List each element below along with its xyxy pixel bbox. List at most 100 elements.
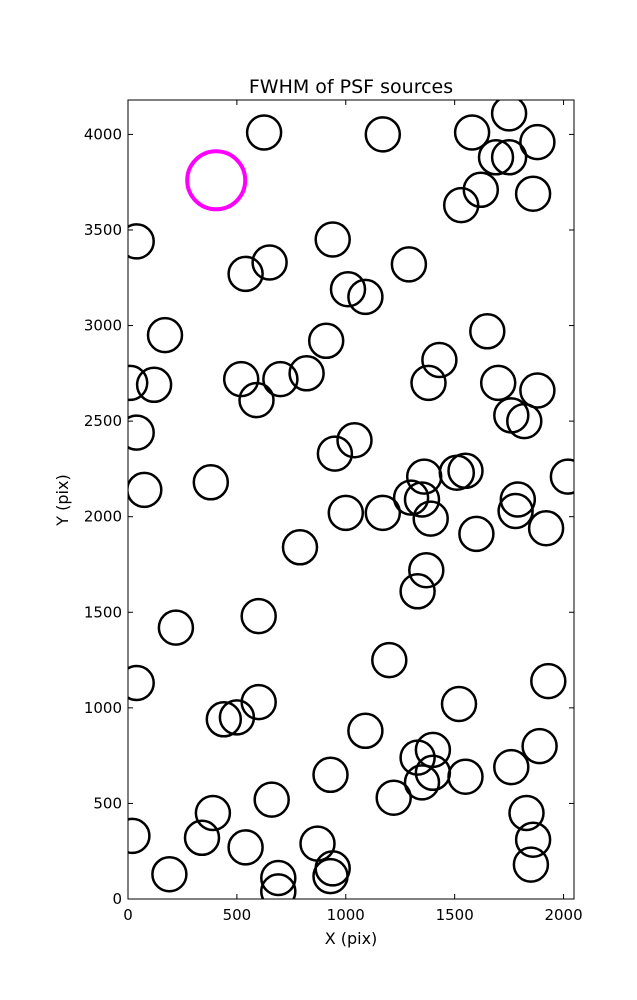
psf-source-marker	[128, 664, 155, 702]
psf-source-marker	[392, 479, 430, 516]
psf-source-marker	[514, 175, 552, 212]
psf-source-marker	[312, 756, 349, 794]
psf-source-marker	[399, 573, 436, 610]
psf-source-marker	[549, 458, 574, 495]
psf-source-marker	[281, 529, 319, 566]
x-axis-label: X (pix)	[325, 929, 378, 948]
psf-source-marker	[410, 364, 447, 402]
psf-source-marker	[440, 685, 478, 723]
y-axis-label: Y (pix)	[53, 474, 72, 526]
psf-source-marker	[238, 381, 275, 419]
y-tick-label: 1500	[84, 603, 122, 621]
psf-source-marker	[477, 139, 515, 176]
psf-source-marker	[146, 316, 184, 354]
psf-source-marker	[312, 857, 349, 895]
psf-source-marker	[347, 712, 384, 750]
x-tick-label: 1500	[436, 906, 474, 924]
psf-source-marker	[442, 186, 480, 224]
psf-source-marker	[519, 123, 556, 161]
psf-source-marker	[192, 464, 230, 501]
psf-source-marker	[316, 435, 354, 472]
psf-source-marker	[329, 270, 367, 308]
y-tick-label: 3000	[84, 317, 122, 335]
y-tick-label: 0	[112, 890, 122, 908]
psf-source-marker	[240, 597, 277, 635]
x-tick-label: 500	[223, 906, 252, 924]
psf-source-marker	[128, 223, 155, 260]
y-tick-label: 2500	[84, 412, 122, 430]
psf-source-marker	[128, 364, 149, 402]
highlight-circle-marker	[185, 149, 248, 212]
plot-frame	[127, 99, 575, 900]
psf-source-marker	[227, 829, 264, 866]
psf-source-marker	[408, 551, 445, 589]
psf-source-marker	[490, 139, 528, 176]
psf-source-marker	[253, 781, 290, 818]
psf-source-marker	[364, 494, 402, 532]
psf-source-marker	[469, 313, 506, 350]
psf-source-marker	[390, 246, 428, 283]
psf-source-marker	[530, 662, 567, 700]
psf-source-marker	[371, 641, 408, 679]
psf-source-marker	[194, 794, 232, 832]
psf-source-marker	[151, 855, 188, 893]
psf-source-marker	[375, 779, 412, 816]
psf-source-marker	[183, 819, 221, 857]
x-tick-label: 1000	[327, 906, 365, 924]
psf-source-marker	[512, 846, 550, 883]
psf-source-marker	[497, 492, 534, 530]
psf-source-marker	[399, 739, 436, 776]
psf-source-marker	[314, 221, 351, 258]
psf-source-marker	[403, 481, 441, 518]
psf-source-marker	[251, 244, 288, 281]
psf-source-marker	[453, 114, 491, 151]
psf-source-marker	[227, 255, 264, 293]
y-tick-label: 4000	[84, 125, 122, 143]
psf-source-marker	[262, 360, 299, 398]
psf-source-marker	[218, 699, 256, 736]
psf-source-marker	[336, 421, 373, 459]
psf-source-marker	[245, 114, 283, 151]
psf-source-marker	[260, 859, 297, 897]
psf-source-marker	[462, 171, 500, 209]
psf-source-marker	[403, 764, 441, 801]
psf-source-marker	[205, 701, 243, 738]
psf-source-marker	[527, 509, 565, 547]
markers-layer	[128, 100, 574, 899]
psf-source-marker	[307, 322, 345, 360]
x-tick-label: 0	[123, 906, 133, 924]
psf-source-marker	[479, 364, 517, 402]
psf-source-marker	[128, 471, 163, 509]
psf-source-marker	[499, 481, 537, 518]
psf-source-marker	[135, 366, 173, 404]
psf-source-marker	[514, 821, 552, 858]
y-tick-label: 1000	[84, 699, 122, 717]
psf-source-marker	[364, 116, 402, 153]
x-tick-label: 2000	[544, 906, 582, 924]
psf-source-marker	[493, 748, 530, 786]
psf-source-marker	[421, 341, 458, 379]
y-tick-label: 2000	[84, 508, 122, 526]
psf-source-marker	[519, 372, 556, 409]
axis-ticks: 0 500 1000 1500 2000 0 500 1000 1500 2000 2500 3000…	[84, 100, 583, 924]
psf-source-marker	[128, 414, 155, 451]
chart-title: FWHM of PSF sources	[249, 76, 453, 98]
y-tick-label: 3500	[84, 221, 122, 239]
psf-source-marker	[508, 794, 545, 832]
psf-source-marker	[347, 278, 384, 316]
psf-source-marker	[128, 817, 151, 855]
psf-source-marker	[506, 402, 543, 440]
psf-source-marker	[288, 355, 325, 392]
psf-source-marker	[447, 758, 484, 795]
psf-source-marker	[260, 873, 297, 899]
psf-source-marker	[490, 100, 528, 132]
psf-source-marker	[327, 494, 365, 532]
y-tick-label: 500	[93, 794, 122, 812]
psf-source-marker	[412, 500, 449, 537]
psf-source-marker	[157, 609, 195, 646]
psf-source-marker	[447, 452, 484, 490]
psf-source-marker	[521, 727, 558, 765]
psf-source-marker	[458, 515, 495, 553]
